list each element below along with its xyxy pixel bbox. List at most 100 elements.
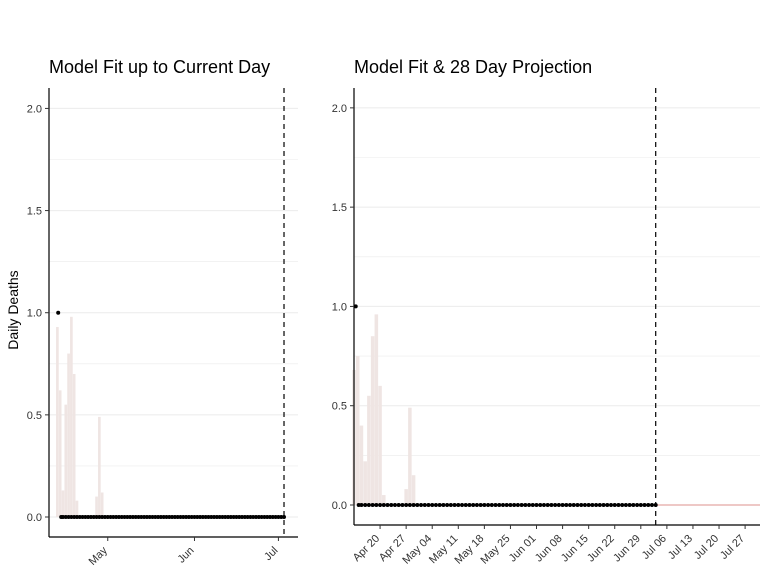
observed-point <box>381 503 386 507</box>
fit-band-segment <box>363 461 367 505</box>
fit-band-segment <box>370 336 375 505</box>
y-tick-label: 1.0 <box>27 308 42 320</box>
observed-point <box>262 515 267 519</box>
x-tick-label: May 25 <box>479 533 513 567</box>
observed-point <box>80 515 85 519</box>
observed-point <box>161 515 166 519</box>
observed-point <box>500 503 505 507</box>
fit-band-segment <box>367 395 371 505</box>
observed-point <box>234 515 239 519</box>
fit-band-segment <box>378 385 382 505</box>
observed-point <box>136 515 141 519</box>
observed-point <box>445 503 450 507</box>
observed-point <box>198 515 203 519</box>
observed-points <box>56 310 287 519</box>
observed-point <box>256 515 261 519</box>
observed-point <box>359 503 364 507</box>
observed-point <box>478 503 483 507</box>
observed-point <box>515 503 520 507</box>
observed-point <box>430 503 435 507</box>
x-tick-label: May <box>87 544 111 568</box>
observed-point <box>523 503 528 507</box>
observed-point <box>167 515 172 519</box>
observed-point <box>612 503 617 507</box>
observed-point <box>437 503 442 507</box>
observed-point <box>212 515 217 519</box>
observed-point <box>594 503 599 507</box>
observed-point <box>139 515 144 519</box>
observed-point <box>400 503 405 507</box>
fit-band-segment <box>95 496 98 517</box>
observed-point <box>108 515 113 519</box>
observed-point <box>456 503 461 507</box>
observed-point <box>147 515 152 519</box>
observed-point <box>467 503 472 507</box>
observed-point <box>265 515 270 519</box>
observed-point <box>389 503 394 507</box>
x-tick-label: Jul 13 <box>666 533 695 562</box>
observed-point <box>407 503 412 507</box>
observed-point <box>189 515 194 519</box>
observed-point <box>66 515 71 519</box>
fit-band-segment <box>382 495 386 505</box>
observed-point <box>214 515 219 519</box>
y-axis-ticks: 0.0 0.5 1.0 1.5 2.0 <box>27 103 49 524</box>
observed-points <box>353 304 658 507</box>
observed-point <box>363 503 368 507</box>
observed-point <box>534 503 539 507</box>
observed-point <box>560 503 565 507</box>
observed-point <box>83 515 88 519</box>
observed-point <box>153 515 158 519</box>
y-tick-label: 0.5 <box>332 401 347 413</box>
x-tick-label: Jun 01 <box>507 533 539 565</box>
panel-title: Model Fit up to Current Day <box>49 57 270 77</box>
fit-band-segment <box>72 374 76 517</box>
observed-point <box>273 515 278 519</box>
observed-point <box>133 515 138 519</box>
observed-point <box>77 515 82 519</box>
x-tick-label: Apr 20 <box>351 533 382 564</box>
fit-band <box>352 314 416 505</box>
observed-point <box>119 515 124 519</box>
observed-point <box>125 515 130 519</box>
fit-band <box>56 316 104 517</box>
fit-band-segment <box>355 356 360 505</box>
y-axis-label: Daily Deaths <box>5 270 21 349</box>
observed-point <box>251 515 256 519</box>
observed-point <box>463 503 468 507</box>
observed-point <box>471 503 476 507</box>
fit-band-segment <box>98 416 101 517</box>
observed-point <box>530 503 535 507</box>
x-tick-label: Jun 08 <box>533 533 565 565</box>
fit-band-segment <box>75 500 79 517</box>
fit-band-segment <box>411 475 416 505</box>
observed-point <box>601 503 606 507</box>
observed-point <box>605 503 610 507</box>
observed-point <box>195 515 200 519</box>
observed-point <box>616 503 621 507</box>
observed-point <box>482 503 487 507</box>
observed-point <box>60 515 65 519</box>
observed-point <box>270 515 275 519</box>
y-tick-label: 1.5 <box>332 202 347 214</box>
observed-point <box>226 515 231 519</box>
observed-point <box>396 503 401 507</box>
observed-point <box>374 503 379 507</box>
observed-point <box>128 515 133 519</box>
observed-point <box>378 503 383 507</box>
observed-point <box>88 515 93 519</box>
y-tick-label: 2.0 <box>27 103 42 115</box>
observed-point <box>452 503 457 507</box>
observed-point <box>223 515 228 519</box>
fit-band-segment <box>58 390 62 517</box>
observed-point <box>63 515 68 519</box>
observed-point <box>642 503 647 507</box>
observed-point <box>422 503 427 507</box>
observed-point <box>460 503 465 507</box>
observed-point <box>635 503 640 507</box>
y-tick-label: 1.5 <box>27 206 42 218</box>
gridlines <box>49 107 298 518</box>
observed-point <box>130 515 135 519</box>
fit-band-segment <box>404 489 408 505</box>
